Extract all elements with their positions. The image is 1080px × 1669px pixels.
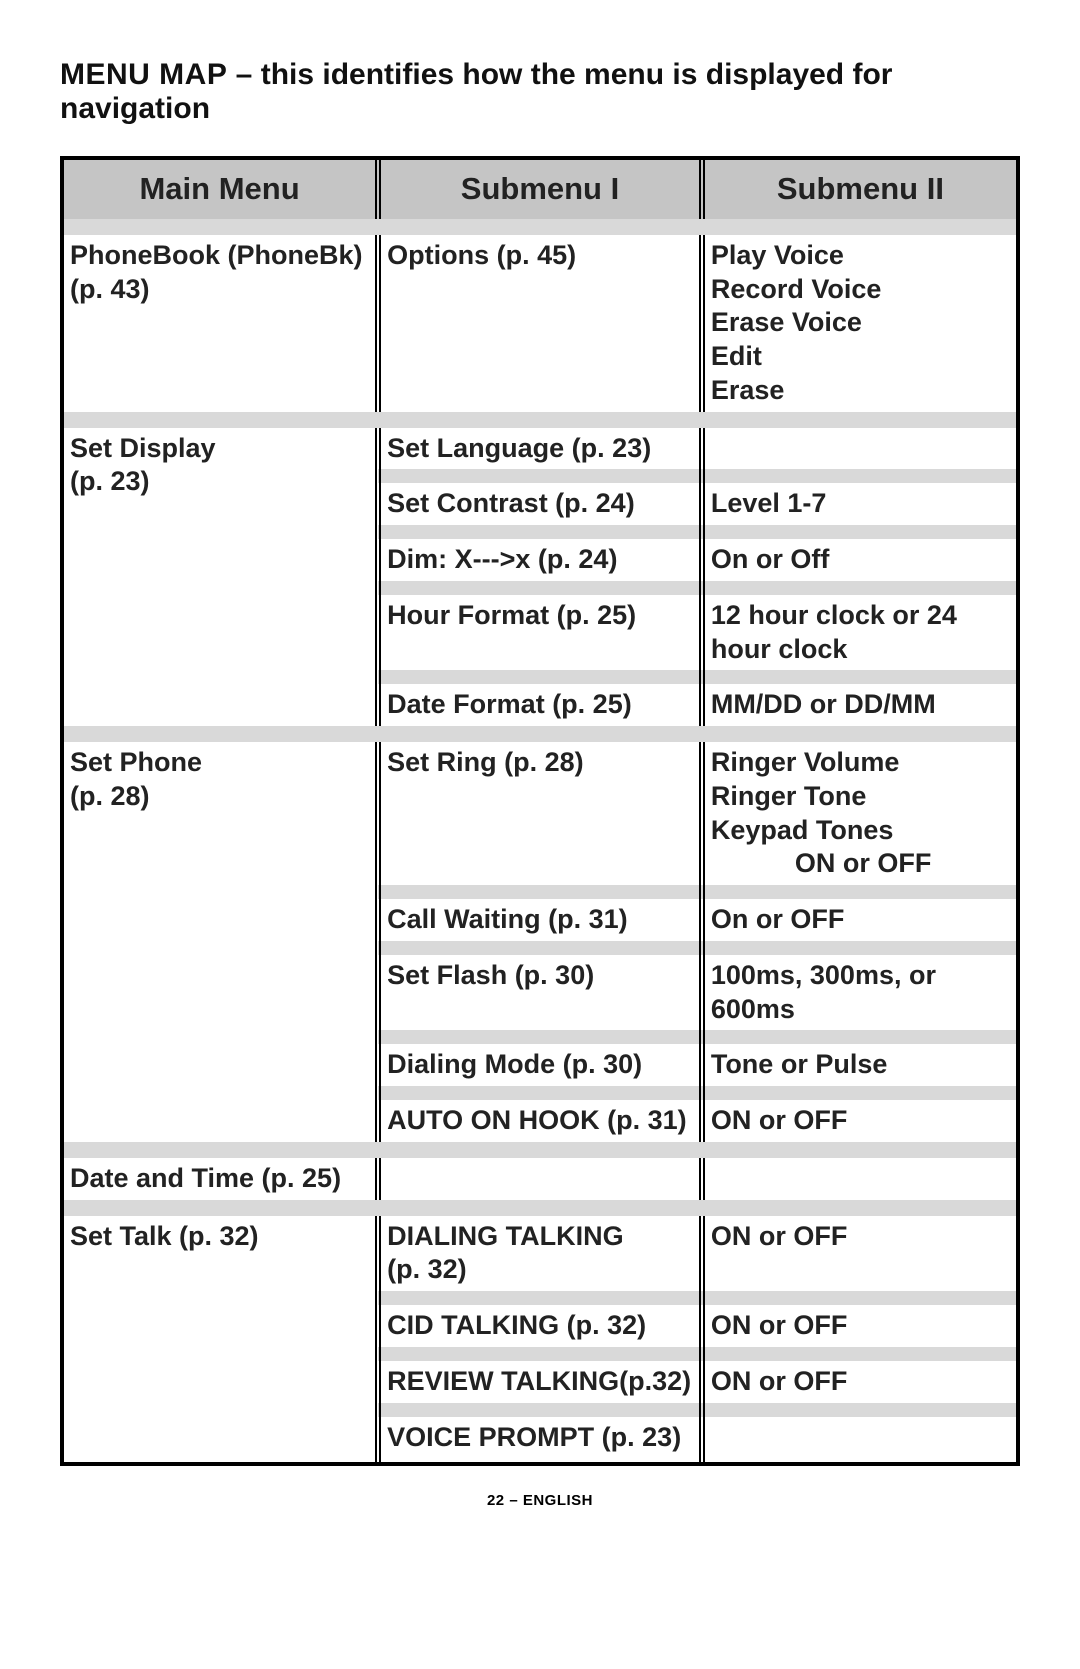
cell-setring-sub2-a: Ringer Volume — [705, 742, 1016, 780]
row-setring: Set Phone (p. 28) Set Ring (p. 28) Ringe… — [64, 742, 1016, 885]
cell-setring-sub2-b: Ringer Tone — [705, 780, 1016, 814]
cell-setring-sub2-c: Keypad Tones — [705, 814, 1016, 848]
cell-setring-sub2-d: ON or OFF — [705, 847, 1016, 885]
sep-band — [64, 412, 1016, 428]
cell-datetime-main: Date and Time (p. 25) — [64, 1158, 375, 1200]
row-phonebook: PhoneBook (PhoneBk) (p. 43) Options (p. … — [64, 235, 1016, 412]
cell-setlanguage: Set Language (p. 23) — [381, 428, 699, 470]
cell-voiceprompt: VOICE PROMPT (p. 23) — [381, 1417, 699, 1459]
cell-settalk-main: Set Talk (p. 32) — [64, 1216, 375, 1258]
cell-reviewtalking-sub2: ON or OFF — [705, 1361, 1016, 1403]
cell-empty — [705, 1417, 1016, 1425]
heading-dash: – — [227, 58, 260, 91]
cell-cidtalking: CID TALKING (p. 32) — [381, 1305, 699, 1347]
cell-autoonhook-sub2: ON or OFF — [705, 1100, 1016, 1142]
cell-setcontrast-sub2: Level 1-7 — [705, 483, 1016, 525]
cell-dialingmode: Dialing Mode (p. 30) — [381, 1044, 699, 1086]
header-main: Main Menu — [64, 160, 378, 219]
cell-dim-sub2: On or Off — [705, 539, 1016, 581]
table-header-row: Main Menu Submenu I Submenu II — [64, 160, 1016, 219]
header-sub2: Submenu II — [702, 160, 1016, 219]
cell-cidtalking-sub2: ON or OFF — [705, 1305, 1016, 1347]
row-dialingtalking: Set Talk (p. 32) DIALING TALKING (p. 32)… — [64, 1216, 1016, 1292]
sep-band — [64, 219, 1016, 235]
sep-band — [64, 1142, 1016, 1158]
cell-dialingtalking: DIALING TALKING (p. 32) — [381, 1216, 699, 1292]
cell-hourformat: Hour Format (p. 25) — [381, 595, 699, 637]
cell-reviewtalking: REVIEW TALKING(p.32) — [381, 1361, 699, 1403]
bottom-spacer — [64, 1458, 1016, 1462]
cell-phonebook-sub1: Options (p. 45) — [381, 235, 699, 277]
cell-phonebook-sub2: Play Voice Record Voice Erase Voice Edit… — [705, 235, 1016, 412]
cell-callwaiting-sub2: On or OFF — [705, 899, 1016, 941]
cell-setdisplay-main: Set Display (p. 23) — [64, 428, 375, 504]
cell-dialingmode-sub2: Tone or Pulse — [705, 1044, 1016, 1086]
cell-empty — [705, 428, 1016, 436]
page: MENU MAP – this identifies how the menu … — [0, 0, 1080, 1549]
cell-phonebook-main: PhoneBook (PhoneBk) (p. 43) — [64, 235, 375, 311]
cell-setflash: Set Flash (p. 30) — [381, 955, 699, 997]
cell-dim: Dim: X--->x (p. 24) — [381, 539, 699, 581]
menu-table: Main Menu Submenu I Submenu II PhoneBook… — [64, 160, 1016, 1462]
cell-autoonhook: AUTO ON HOOK (p. 31) — [381, 1100, 699, 1142]
menu-table-wrap: Main Menu Submenu I Submenu II PhoneBook… — [60, 156, 1020, 1466]
cell-callwaiting: Call Waiting (p. 31) — [381, 899, 699, 941]
cell-empty — [381, 1158, 699, 1166]
cell-setphone-main: Set Phone (p. 28) — [64, 742, 375, 818]
cell-empty — [705, 1158, 1016, 1166]
cell-setcontrast: Set Contrast (p. 24) — [381, 483, 699, 525]
cell-setflash-sub2: 100ms, 300ms, or 600ms — [705, 955, 1016, 1031]
header-sub1: Submenu I — [378, 160, 702, 219]
sep-band — [64, 726, 1016, 742]
cell-dateformat: Date Format (p. 25) — [381, 684, 699, 726]
page-heading: MENU MAP – this identifies how the menu … — [60, 58, 1020, 126]
heading-title: MENU MAP — [60, 58, 227, 91]
sep-band — [64, 1200, 1016, 1216]
cell-dialingtalking-sub2: ON or OFF — [705, 1216, 1016, 1258]
cell-dateformat-sub2: MM/DD or DD/MM — [705, 684, 1016, 726]
cell-hourformat-sub2: 12 hour clock or 24 hour clock — [705, 595, 1016, 671]
row-setlanguage: Set Display (p. 23) Set Language (p. 23) — [64, 428, 1016, 470]
row-datetime: Date and Time (p. 25) — [64, 1158, 1016, 1200]
page-footer: 22 – ENGLISH — [60, 1492, 1020, 1509]
cell-setring: Set Ring (p. 28) — [381, 742, 699, 784]
